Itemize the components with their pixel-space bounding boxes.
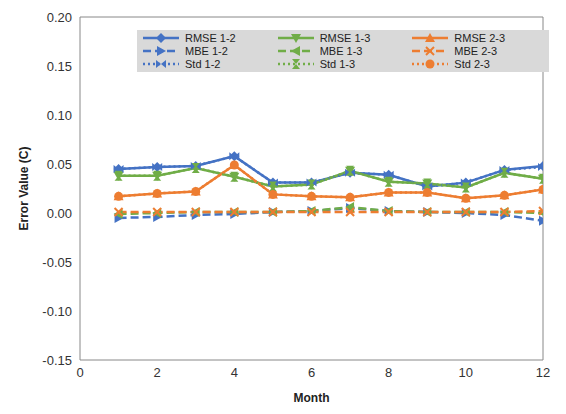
svg-text:6: 6: [308, 365, 315, 380]
html-text:MBE 2-3: MBE 2-3: [454, 45, 498, 57]
html-text:MBE 1-3: MBE 1-3: [319, 45, 363, 57]
svg-text:Month: Month: [294, 391, 330, 405]
html-text:MBE 1-2: MBE 1-2: [185, 45, 228, 57]
svg-text:0.00: 0.00: [47, 206, 72, 221]
html-text:RMSE 1-2: RMSE 1-2: [185, 32, 236, 44]
svg-text:0.15: 0.15: [47, 59, 72, 74]
html-text:RMSE 1-3: RMSE 1-3: [319, 32, 371, 44]
svg-text:0: 0: [76, 365, 83, 380]
svg-text:-0.15: -0.15: [42, 353, 72, 368]
svg-text:0.05: 0.05: [47, 157, 72, 172]
svg-text:8: 8: [385, 365, 392, 380]
svg-text:0.10: 0.10: [47, 108, 72, 123]
html-text:Std 2-3: Std 2-3: [454, 58, 490, 70]
svg-text:-0.10: -0.10: [42, 304, 72, 319]
html-text:Std 1-3: Std 1-3: [319, 58, 356, 70]
svg-text:-0.05: -0.05: [42, 255, 72, 270]
html-text:RMSE 2-3: RMSE 2-3: [454, 32, 506, 44]
svg-text:0.20: 0.20: [47, 10, 72, 25]
svg-text:10: 10: [459, 365, 473, 380]
svg-text:4: 4: [231, 365, 238, 380]
html-text:Std 1-2: Std 1-2: [185, 58, 221, 70]
svg-text:2: 2: [154, 365, 161, 380]
svg-text:Error Value (C): Error Value (C): [17, 146, 31, 230]
svg-text:12: 12: [536, 365, 550, 380]
